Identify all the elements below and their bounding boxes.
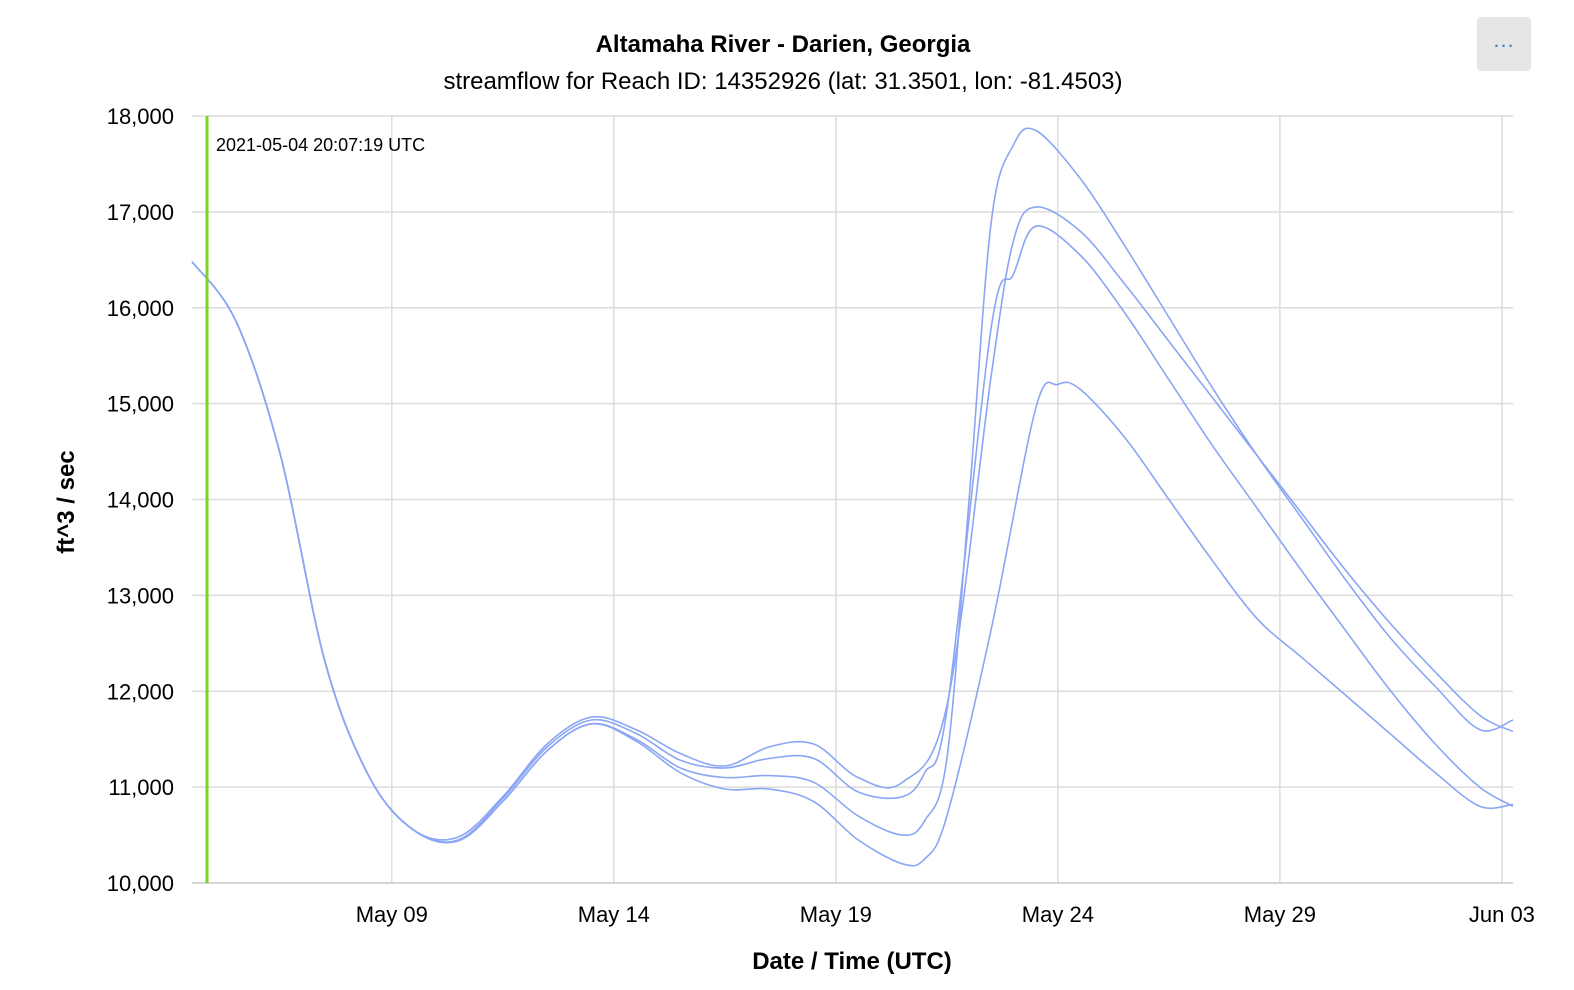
x-axis: May 09 May 14 May 19 May 24 May 29 Jun 03	[356, 902, 1535, 927]
y-tick-label: 12,000	[107, 679, 174, 704]
chart-menu-button[interactable]: ...	[1477, 17, 1531, 71]
y-tick-label: 11,000	[108, 775, 174, 800]
grid	[192, 115, 1513, 884]
more-horizontal-icon: ...	[1493, 27, 1515, 52]
series-group	[191, 127, 1514, 867]
y-axis-label: ft^3 / sec	[53, 450, 80, 553]
chart-subtitle: streamflow for Reach ID: 14352926 (lat: …	[443, 68, 1123, 95]
y-tick-label: 13,000	[107, 583, 174, 608]
y-tick-label: 18,000	[107, 104, 174, 129]
series-line-2	[191, 225, 1514, 843]
x-tick-label: May 19	[800, 902, 872, 927]
time-marker: 2021-05-04 20:07:19 UTC	[205, 116, 425, 883]
y-tick-label: 14,000	[107, 488, 174, 513]
x-tick-label: Jun 03	[1469, 902, 1535, 927]
series-line-3	[191, 127, 1514, 844]
series-line-4	[191, 261, 1514, 867]
current-time-label: 2021-05-04 20:07:19 UTC	[216, 135, 425, 155]
y-tick-label: 15,000	[107, 392, 174, 417]
chart-title: Altamaha River - Darien, Georgia	[595, 31, 971, 58]
x-tick-label: May 14	[578, 902, 650, 927]
x-tick-label: May 29	[1244, 902, 1316, 927]
x-tick-label: May 09	[356, 902, 428, 927]
y-axis: 10,000 11,000 12,000 13,000 14,000 15,000 16,0…	[107, 104, 174, 896]
x-tick-label: May 24	[1022, 902, 1094, 927]
y-tick-label: 16,000	[107, 296, 174, 321]
y-tick-label: 17,000	[107, 200, 174, 225]
series-line-1	[191, 206, 1514, 841]
x-axis-label: Date / Time (UTC)	[752, 948, 952, 975]
y-tick-label: 10,000	[107, 871, 174, 896]
